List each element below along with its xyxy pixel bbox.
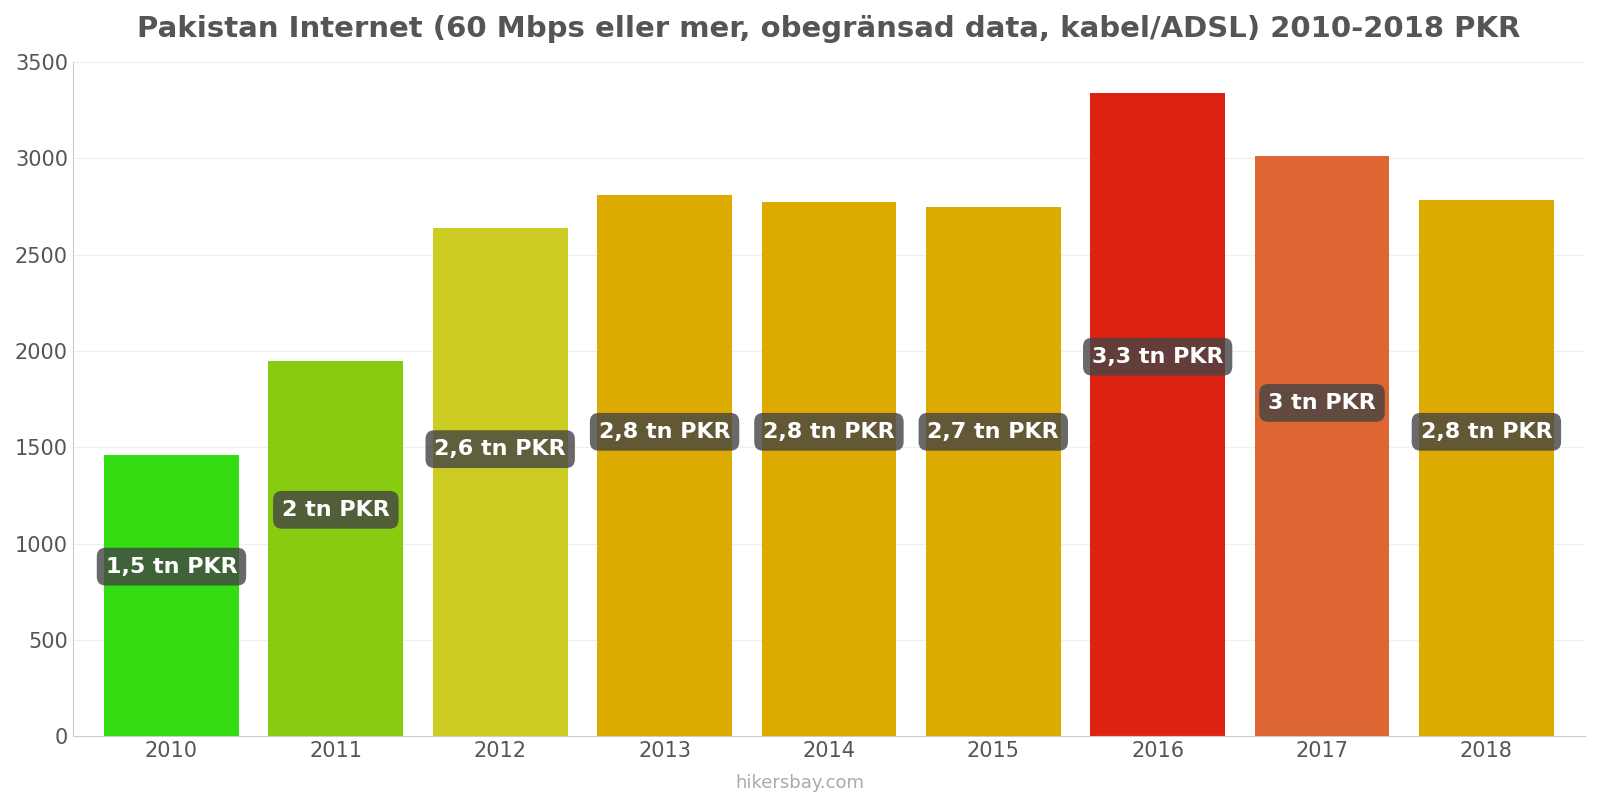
Bar [434,228,568,736]
Title: Pakistan Internet (60 Mbps eller mer, obegränsad data, kabel/ADSL) 2010-2018 PKR: Pakistan Internet (60 Mbps eller mer, ob… [138,15,1520,43]
Bar [269,361,403,736]
Text: hikersbay.com: hikersbay.com [736,774,864,792]
Bar [762,202,896,736]
Bar [104,455,238,736]
Text: 1,5 tn PKR: 1,5 tn PKR [106,557,237,577]
Bar [926,207,1061,736]
Bar [1254,156,1389,736]
Text: 3,3 tn PKR: 3,3 tn PKR [1091,346,1224,366]
Text: 2,8 tn PKR: 2,8 tn PKR [763,422,894,442]
Text: 2,7 tn PKR: 2,7 tn PKR [928,422,1059,442]
Bar [1090,93,1226,736]
Text: 2,6 tn PKR: 2,6 tn PKR [434,439,566,459]
Bar [1419,200,1554,736]
Text: 2,8 tn PKR: 2,8 tn PKR [598,422,730,442]
Text: 2,8 tn PKR: 2,8 tn PKR [1421,422,1552,442]
Bar [597,195,731,736]
Text: 2 tn PKR: 2 tn PKR [282,500,390,520]
Text: 3 tn PKR: 3 tn PKR [1269,393,1376,413]
